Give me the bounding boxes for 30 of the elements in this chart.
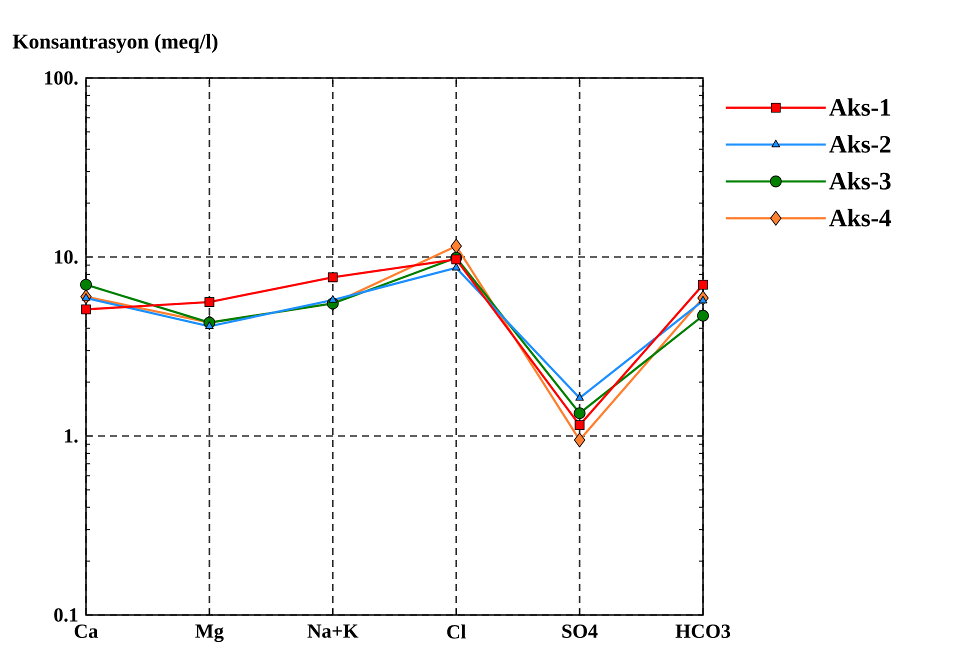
point — [574, 407, 586, 420]
point — [328, 272, 338, 282]
x-tick-label: Cl — [447, 624, 466, 639]
point — [204, 297, 214, 307]
x-tick-label: Na+K — [307, 624, 358, 638]
point — [81, 304, 91, 314]
x-tick-label: Ca — [74, 624, 98, 638]
point — [574, 432, 586, 448]
y-axis-title: Konsantrasyon (meq/l) — [12, 34, 218, 53]
point — [697, 310, 709, 322]
point — [450, 238, 462, 254]
legend-label: Aks-4 — [829, 208, 891, 226]
point — [698, 296, 708, 304]
y-tick-label: 100. — [45, 71, 78, 85]
legend-label: Aks-2 — [829, 135, 890, 153]
point — [574, 420, 585, 430]
x-tick-label: HCO3 — [676, 624, 730, 638]
point — [575, 393, 584, 401]
point — [698, 280, 708, 290]
x-tick-label: SO4 — [562, 624, 598, 638]
point — [82, 293, 90, 301]
point — [205, 321, 214, 329]
y-tick-label: 1. — [65, 429, 78, 443]
point — [451, 254, 462, 264]
y-tick-label: 10. — [55, 250, 78, 264]
y-tick-label: 0.1 — [54, 608, 78, 622]
point — [80, 278, 92, 291]
x-tick-label: Mg — [195, 624, 224, 642]
legend-label: Aks-1 — [829, 98, 890, 116]
legend-label: Aks-3 — [829, 172, 891, 190]
